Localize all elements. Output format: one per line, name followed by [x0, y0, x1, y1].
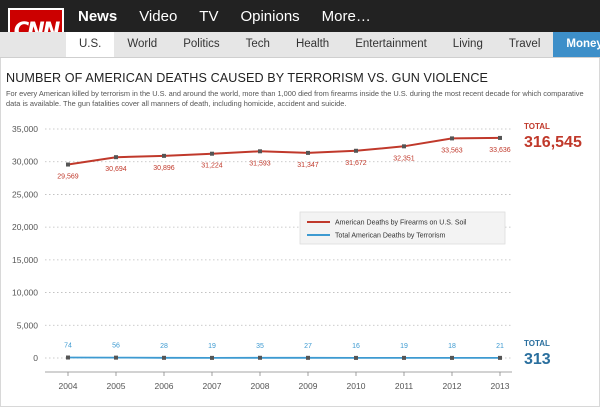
- legend-box: [299, 211, 506, 245]
- data-point: [162, 153, 166, 158]
- data-point: [258, 355, 262, 360]
- data-label: 16: [352, 343, 360, 350]
- data-point: [210, 151, 214, 156]
- section-nav-item-money[interactable]: Money: [553, 32, 600, 57]
- x-tick-label: 2008: [251, 381, 270, 391]
- data-point: [114, 355, 118, 360]
- x-tick-label: 2007: [203, 381, 222, 391]
- y-tick-label: 30,000: [12, 157, 38, 167]
- data-point: [498, 355, 502, 360]
- section-navigation-bar: U.S. World Politics Tech Health Entertainment…: [0, 32, 600, 58]
- legend-label-firearms: American Deaths by Firearms on U.S. Soil: [335, 220, 467, 227]
- x-tick-label: 2005: [107, 381, 126, 391]
- x-tick-label: 2009: [299, 381, 318, 391]
- x-tick-label: 2006: [155, 381, 174, 391]
- x-tick-label: 2011: [395, 381, 414, 391]
- data-point: [402, 355, 406, 360]
- data-point: [306, 150, 310, 155]
- section-nav-item-travel[interactable]: Travel: [508, 38, 541, 50]
- series-line-firearms: [67, 136, 501, 166]
- data-label: 19: [400, 343, 408, 350]
- data-label: 28: [160, 343, 168, 350]
- section-nav-item-health[interactable]: Health: [295, 38, 330, 50]
- y-tick-label: 5,000: [17, 320, 39, 330]
- terrorism-total-value: 313: [524, 351, 551, 368]
- data-label: 18: [448, 343, 456, 350]
- firearms-total-label: TOTAL: [524, 122, 550, 131]
- section-nav: U.S. World Politics Tech Health Entertainment…: [66, 32, 600, 57]
- top-nav-item-opinions[interactable]: Opinions: [240, 7, 300, 25]
- data-point: [162, 355, 166, 360]
- y-tick-label: 35,000: [12, 124, 38, 134]
- x-tick-label: 2010: [347, 381, 366, 391]
- data-point: [66, 355, 70, 360]
- data-label: 30,896: [153, 165, 175, 172]
- data-label: 56: [112, 343, 120, 350]
- data-point: [450, 136, 454, 141]
- terrorism-total-label: TOTAL: [524, 339, 550, 348]
- x-tick-label: 2013: [491, 381, 510, 391]
- section-nav-item-politics[interactable]: Politics: [183, 38, 220, 50]
- x-tick-label: 2012: [443, 381, 462, 391]
- data-label: 33,636: [489, 147, 511, 154]
- data-point: [306, 355, 310, 360]
- data-label: 31,347: [297, 162, 319, 169]
- primary-nav: News Video TV Opinions More…: [78, 0, 393, 32]
- y-tick-label: 15,000: [12, 255, 38, 265]
- data-point: [114, 155, 118, 160]
- section-nav-item-us[interactable]: U.S.: [66, 32, 115, 57]
- data-label: 21: [496, 343, 504, 350]
- top-nav-item-video[interactable]: Video: [139, 7, 178, 25]
- chart-subtitle: For every American killed by terrorism i…: [6, 89, 584, 108]
- data-label: 33,563: [441, 147, 463, 154]
- data-label: 31,672: [345, 160, 367, 167]
- y-tick-label: 10,000: [12, 288, 38, 298]
- x-tick-label: 2004: [59, 381, 78, 391]
- data-label: 19: [208, 343, 216, 350]
- section-nav-item-world[interactable]: World: [127, 38, 158, 50]
- data-point: [354, 355, 358, 360]
- data-label: 27: [304, 343, 312, 350]
- firearms-total-value: 316,545: [524, 134, 582, 151]
- data-point: [450, 355, 454, 360]
- data-point: [402, 144, 406, 149]
- data-label: 32,351: [393, 155, 415, 162]
- section-nav-item-living[interactable]: Living: [452, 38, 483, 50]
- top-nav-item-news[interactable]: News: [78, 7, 118, 25]
- data-label: 31,224: [201, 163, 223, 170]
- data-label: 29,569: [57, 174, 79, 181]
- legend-label-terrorism: Total American Deaths by Terrorism: [335, 233, 446, 240]
- section-nav-item-entertainment[interactable]: Entertainment: [355, 38, 427, 50]
- top-nav-item-more[interactable]: More…: [321, 7, 371, 25]
- chart-headline: NUMBER OF AMERICAN DEATHS CAUSED BY TERR…: [6, 71, 489, 85]
- section-nav-item-tech[interactable]: Tech: [245, 38, 270, 50]
- y-tick-label: 0: [33, 353, 38, 363]
- y-tick-label: 20,000: [12, 222, 38, 232]
- data-label: 31,593: [249, 160, 271, 167]
- top-navigation-bar: News Video TV Opinions More…: [0, 0, 600, 32]
- data-point: [258, 149, 262, 154]
- data-point: [66, 162, 70, 167]
- data-label: 35: [256, 343, 264, 350]
- y-tick-label: 25,000: [12, 189, 38, 199]
- top-nav-item-tv[interactable]: TV: [199, 7, 219, 25]
- data-label: 30,694: [105, 166, 127, 173]
- data-point: [354, 148, 358, 153]
- data-point: [210, 355, 214, 360]
- data-label: 74: [64, 343, 72, 350]
- data-point: [498, 135, 502, 140]
